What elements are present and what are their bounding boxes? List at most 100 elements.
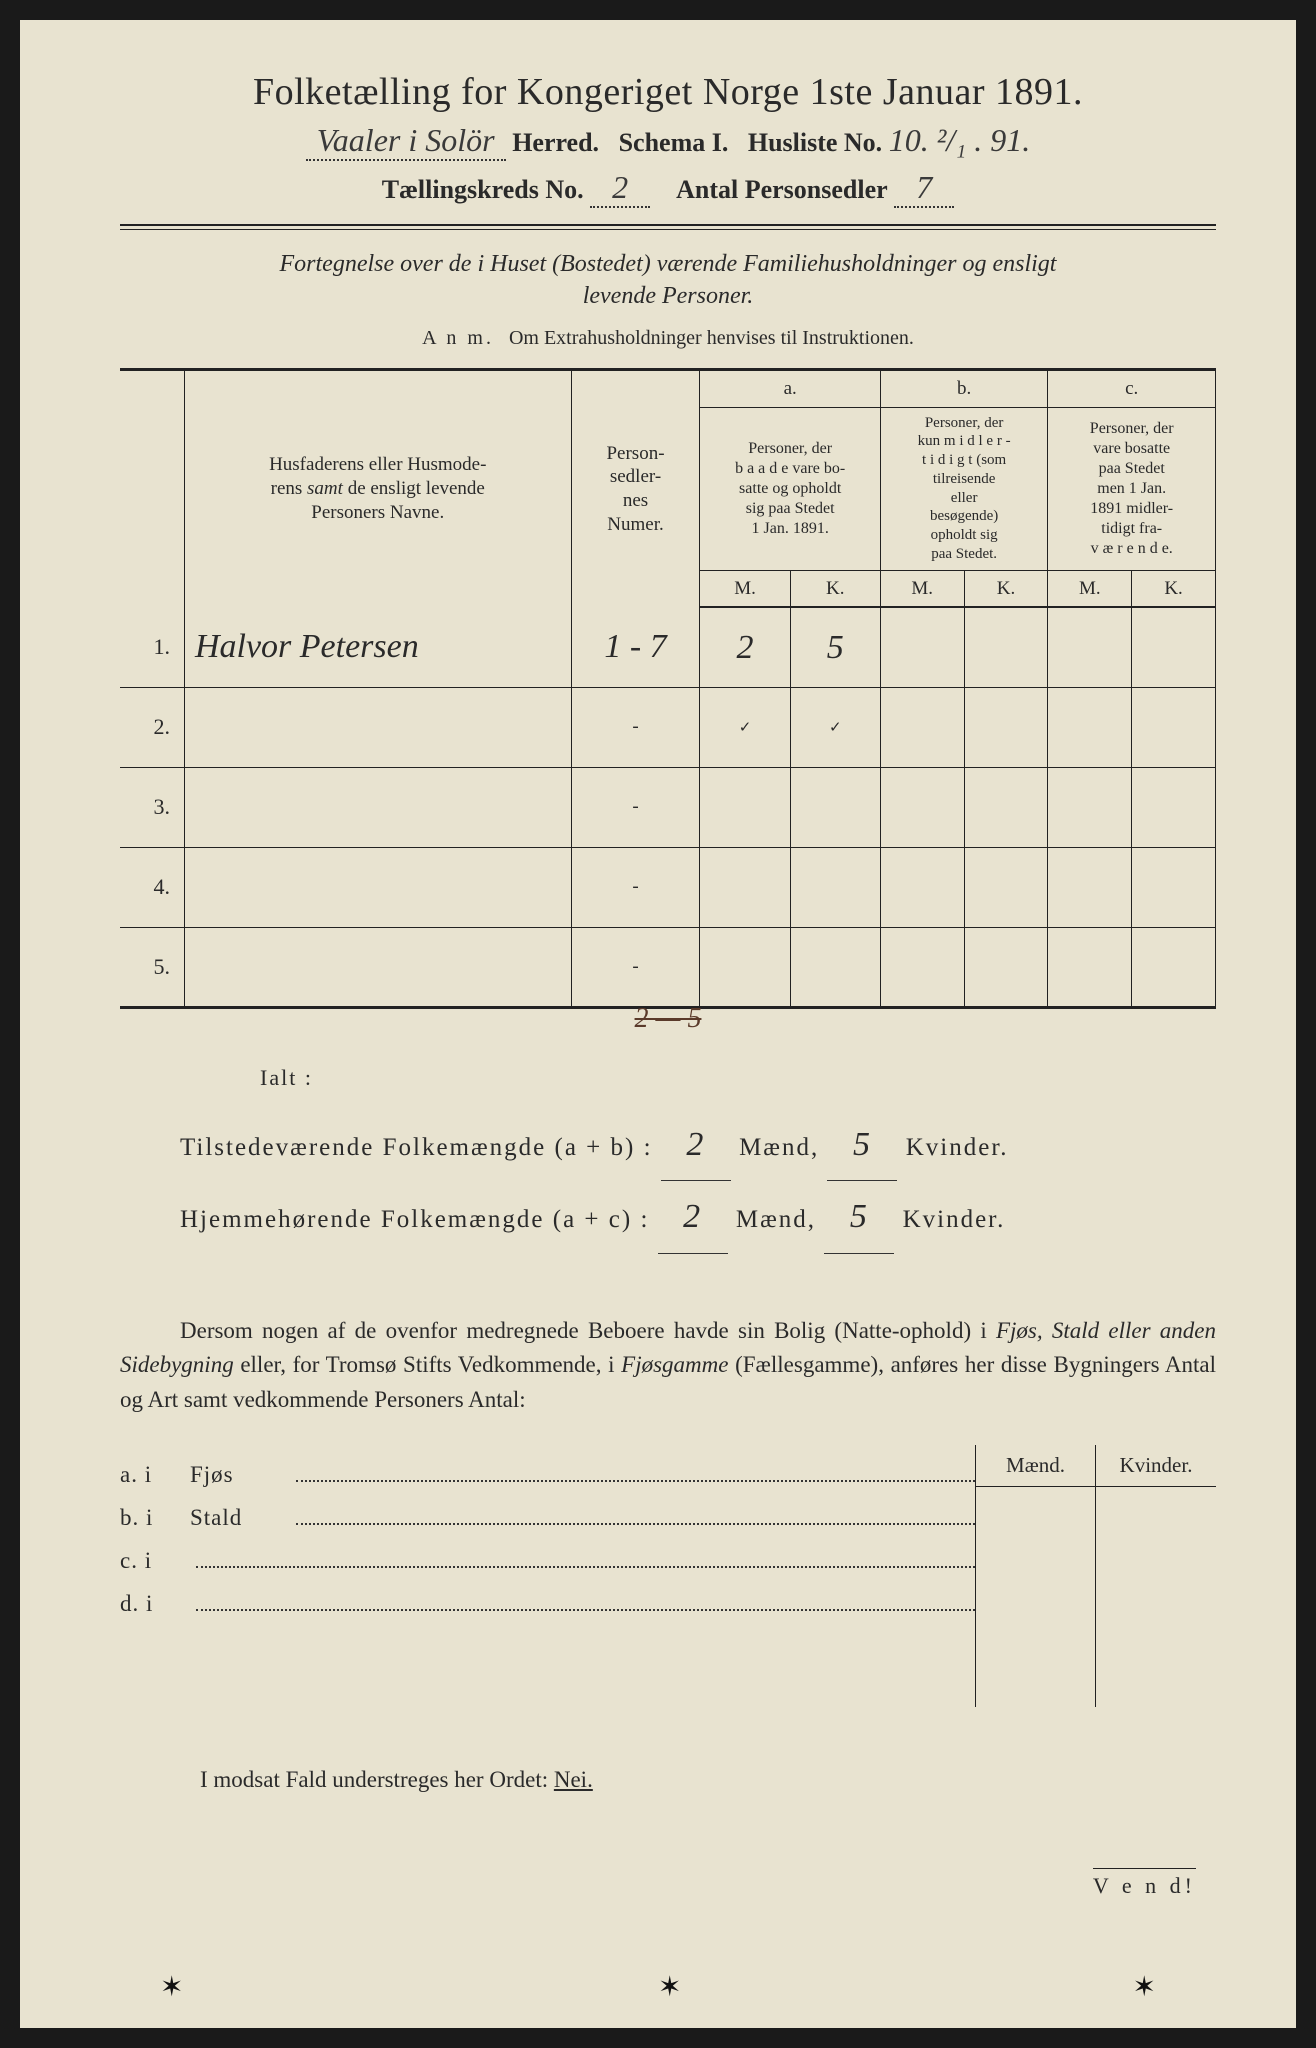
punch-mark: ✶ — [1133, 1970, 1156, 2004]
subtitle: Fortegnelse over de i Huset (Bostedet) v… — [120, 248, 1216, 313]
table-row: 3. - — [120, 767, 1216, 847]
col-c-letter: c. — [1048, 369, 1216, 407]
buildings-block: a. i Fjøs b. i Stald c. i d. i Mænd. K — [120, 1445, 1216, 1707]
anm-note: A n m. Om Extrahusholdninger henvises ti… — [120, 327, 1216, 350]
anm-lead: A n m. — [422, 327, 494, 349]
dotted-fill — [296, 1502, 975, 1525]
cell-bM — [880, 927, 964, 1007]
cell-aM — [700, 767, 790, 847]
ialt-label: Ialt : — [260, 1065, 1216, 1091]
cell-cM — [1048, 687, 1132, 767]
row-idx: 2. — [120, 687, 184, 767]
total-line-1: Tilstedeværende Folkemængde (a + b) : 2 … — [180, 1109, 1216, 1181]
punch-mark: ✶ — [658, 1970, 681, 2004]
col-c-m: M. — [1048, 570, 1132, 607]
header-line-2: Vaaler i Solör Herred. Schema I. Huslist… — [120, 122, 1216, 161]
row-num: - — [571, 687, 700, 767]
cell-aM — [700, 847, 790, 927]
total2-label: Hjemmehørende Folkemængde (a + c) : — [180, 1206, 649, 1233]
nei-text: I modsat Fald understreges her Ordet: — [200, 1767, 548, 1792]
vend-label: V e n d! — [120, 1873, 1216, 1899]
cell-bM — [880, 607, 964, 687]
building-row: c. i — [120, 1545, 975, 1574]
table-row: 4. - — [120, 847, 1216, 927]
vend-text: V e n d! — [1093, 1868, 1196, 1898]
husliste-value: 10. ²/₁ . 91. — [889, 122, 1031, 158]
table-row: 5. - — [120, 927, 1216, 1007]
col-num-header: Person-sedler-nesNumer. — [571, 369, 700, 607]
col-b-header: Personer, derkun m i d l e r -t i d i g … — [880, 407, 1048, 570]
totals-block: Tilstedeværende Folkemængde (a + b) : 2 … — [180, 1109, 1216, 1254]
antal-value: 7 — [894, 169, 954, 208]
total-line-2: Hjemmehørende Folkemængde (a + c) : 2 Mæ… — [180, 1181, 1216, 1253]
total1-m: 2 — [686, 1126, 705, 1163]
cell-bM — [880, 767, 964, 847]
b-word: Fjøs — [190, 1462, 290, 1488]
maend-header: Mænd. — [976, 1445, 1096, 1486]
building-row: d. i — [120, 1588, 975, 1617]
header-line-3: Tællingskreds No. 2 Antal Personsedler 7 — [120, 169, 1216, 208]
row-num: 1 - 7 — [604, 628, 666, 665]
col-index — [120, 369, 184, 607]
dotted-fill — [196, 1588, 975, 1611]
table-row: 1. Halvor Petersen 1 - 7 2 5 — [120, 607, 1216, 687]
col-name-header: Husfaderens eller Husmode-rens samt de e… — [184, 369, 571, 607]
total2-k: 5 — [850, 1198, 869, 1235]
col-a-m: M. — [700, 570, 790, 607]
col-a-header: Personer, derb a a d e vare bo-satte og … — [700, 407, 880, 570]
b-label: d. i — [120, 1591, 190, 1617]
maend-label: Mænd, — [739, 1134, 819, 1161]
kreds-value: 2 — [590, 169, 650, 208]
subtitle-line2: levende Personer. — [583, 283, 754, 309]
cell-cK — [1132, 687, 1216, 767]
row-num: - — [571, 927, 700, 1007]
buildings-paragraph: Dersom nogen af de ovenfor medregnede Be… — [120, 1314, 1216, 1418]
cell-bK — [964, 847, 1048, 927]
dotted-fill — [296, 1459, 975, 1482]
col-c-k: K. — [1132, 570, 1216, 607]
kvinder-label: Kvinder. — [906, 1134, 1009, 1161]
row-num: - — [571, 847, 700, 927]
anm-text: Om Extrahusholdninger henvises til Instr… — [509, 327, 914, 349]
husliste-label: Husliste No. — [748, 128, 882, 157]
cell-cK — [1132, 927, 1216, 1007]
maend-label: Mænd, — [736, 1206, 816, 1233]
antal-label: Antal Personsedler — [676, 175, 888, 204]
row-idx: 1. — [120, 607, 184, 687]
cell-aM: ✓ — [700, 687, 790, 767]
cell-cM — [1048, 847, 1132, 927]
cell-cK — [1132, 767, 1216, 847]
row-idx: 3. — [120, 767, 184, 847]
table-row: 2. - ✓ ✓ — [120, 687, 1216, 767]
nei-line: I modsat Fald understreges her Ordet: Ne… — [200, 1767, 1216, 1793]
subtitle-line1: Fortegnelse over de i Huset (Bostedet) v… — [280, 251, 1057, 277]
nei-word: Nei. — [554, 1767, 593, 1792]
mk-column-box: Mænd. Kvinder. — [975, 1445, 1216, 1707]
b-label: b. i — [120, 1505, 190, 1531]
cell-aK — [790, 767, 880, 847]
building-row: a. i Fjøs — [120, 1459, 975, 1488]
cell-aM — [700, 927, 790, 1007]
struck-sum: 2 — 5 — [120, 1003, 1216, 1035]
schema-label: Schema I. — [619, 128, 729, 157]
cell-aK: 5 — [827, 629, 844, 666]
row-name — [184, 687, 571, 767]
col-a-letter: a. — [700, 369, 880, 407]
kvinder-col — [1096, 1487, 1216, 1707]
maend-col — [976, 1487, 1096, 1707]
cell-bK — [964, 687, 1048, 767]
row-name — [184, 847, 571, 927]
row-num: - — [571, 767, 700, 847]
cell-cK — [1132, 847, 1216, 927]
census-table: Husfaderens eller Husmode-rens samt de e… — [120, 368, 1216, 1009]
total1-k: 5 — [853, 1126, 872, 1163]
divider-rule — [120, 224, 1216, 230]
cell-aK: ✓ — [790, 687, 880, 767]
col-b-k: K. — [964, 570, 1048, 607]
cell-bK — [964, 607, 1048, 687]
cell-bM — [880, 687, 964, 767]
col-a-k: K. — [790, 570, 880, 607]
col-b-m: M. — [880, 570, 964, 607]
row-idx: 4. — [120, 847, 184, 927]
b-word: Stald — [190, 1505, 290, 1531]
